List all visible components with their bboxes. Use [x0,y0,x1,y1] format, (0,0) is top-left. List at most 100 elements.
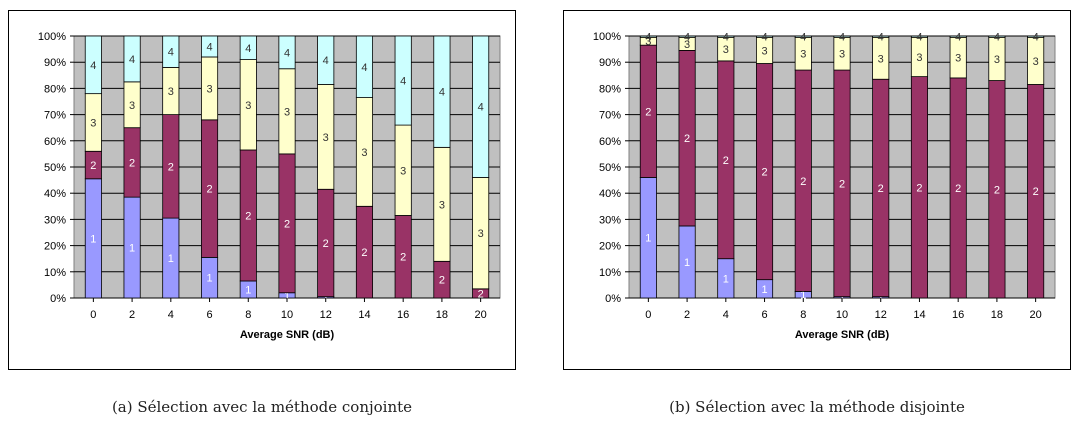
data-label: 2 [90,160,96,172]
data-label: 3 [478,228,484,240]
data-label: 2 [994,184,1000,196]
data-label: 2 [916,182,922,194]
caption-b: (b) Sélection avec la méthode disjointe [669,398,965,416]
data-label: 3 [439,199,445,211]
bar-segment-4 [639,35,657,38]
x-tick-label: 14 [913,309,925,321]
data-label: 1 [723,273,729,285]
bar-segment-4 [355,35,373,98]
data-label: 4 [245,43,251,55]
data-label: 1 [206,273,212,285]
data-label: 4 [129,54,135,66]
data-label: 3 [839,49,845,61]
y-tick-label: 0% [50,293,66,305]
data-label: 2 [955,183,961,195]
bar-segment-4 [317,35,335,85]
x-tick-label: 4 [723,309,729,321]
y-tick-label: 10% [599,267,621,279]
data-label: 3 [90,117,96,129]
data-label: 3 [916,52,922,64]
y-tick-label: 80% [599,83,621,95]
data-label: 3 [723,44,729,56]
data-label: 2 [839,178,845,190]
data-label: 4 [206,41,212,53]
data-label: 4 [839,32,845,44]
x-tick-label: 8 [245,309,251,321]
data-label: 1 [168,253,174,265]
bar-segment-4 [756,35,774,38]
chart-b: 0%10%20%30%40%50%60%70%80%90%100%1234012… [563,10,1071,370]
data-label: 3 [129,100,135,112]
data-label: 2 [284,218,290,230]
y-tick-label: 60% [599,136,621,148]
data-label: 4 [723,32,729,44]
x-tick-label: 0 [645,309,651,321]
x-tick-label: 16 [952,309,964,321]
data-label: 1 [645,233,651,245]
data-label: 3 [684,39,690,51]
data-label: 2 [723,155,729,167]
data-label: 3 [955,53,961,65]
bar-segment-4 [988,35,1006,38]
data-label: 4 [684,32,690,44]
data-label: 4 [955,32,961,44]
y-tick-label: 90% [44,57,66,69]
data-label: 4 [478,102,484,114]
x-tick-label: 6 [206,309,212,321]
y-tick-label: 50% [599,162,621,174]
data-label: 4 [323,55,329,67]
x-tick-label: 4 [168,309,174,321]
x-tick-label: 14 [358,309,370,321]
x-tick-label: 12 [875,309,887,321]
x-tick-label: 6 [761,309,767,321]
data-label: 2 [129,157,135,169]
y-tick-label: 50% [44,162,66,174]
x-tick-label: 12 [320,309,332,321]
data-label: 4 [1033,32,1039,44]
data-label: 2 [761,167,767,179]
data-label: 2 [206,184,212,196]
data-label: 2 [478,288,484,300]
data-label: 3 [645,36,651,48]
y-tick-label: 70% [44,110,66,122]
data-label: 1 [90,233,96,245]
data-label: 3 [400,165,406,177]
x-tick-label: 0 [90,309,96,321]
data-label: 2 [439,275,445,287]
data-label: 4 [645,32,651,44]
data-label: 3 [878,53,884,65]
data-label: 3 [245,100,251,112]
data-label: 1 [761,284,767,296]
data-label: 4 [994,32,1000,44]
data-label: 4 [916,32,922,44]
data-label: 4 [439,87,445,99]
data-label: 3 [361,147,367,159]
data-label: 2 [361,247,367,259]
bar-segment-4 [239,35,257,60]
bar-segment-4 [1027,35,1045,38]
bar-segment-4 [872,35,890,38]
y-tick-label: 80% [44,83,66,95]
y-tick-label: 30% [44,214,66,226]
bar-segment-4 [84,35,102,95]
data-label: 3 [168,86,174,98]
bar-segment-4 [278,35,296,70]
y-tick-label: 40% [599,188,621,200]
data-label: 3 [800,49,806,61]
data-label: 2 [245,210,251,222]
chart-panel-b: 0% 10% 20% 30% 40% 50% 60% 70% 80% 90% 100% 1 2 3 4 0 1 2… [563,10,1071,370]
data-label: 3 [1033,56,1039,68]
bar-segment-4 [433,35,451,148]
data-label: 4 [761,32,767,44]
data-label: 3 [761,45,767,57]
y-tick-label: 100% [593,31,621,43]
data-label: 1 [800,290,806,302]
chart-a: 0%10%20%30%40%50%60%70%80%90%100%1234012… [8,10,516,370]
y-tick-label: 40% [44,188,66,200]
bar-segment-4 [201,35,219,58]
x-tick-label: 2 [684,309,690,321]
bar-segment-4 [123,35,141,83]
bar-segment-4 [717,35,735,38]
data-label: 4 [878,32,884,44]
bar-segment-4 [394,35,412,126]
